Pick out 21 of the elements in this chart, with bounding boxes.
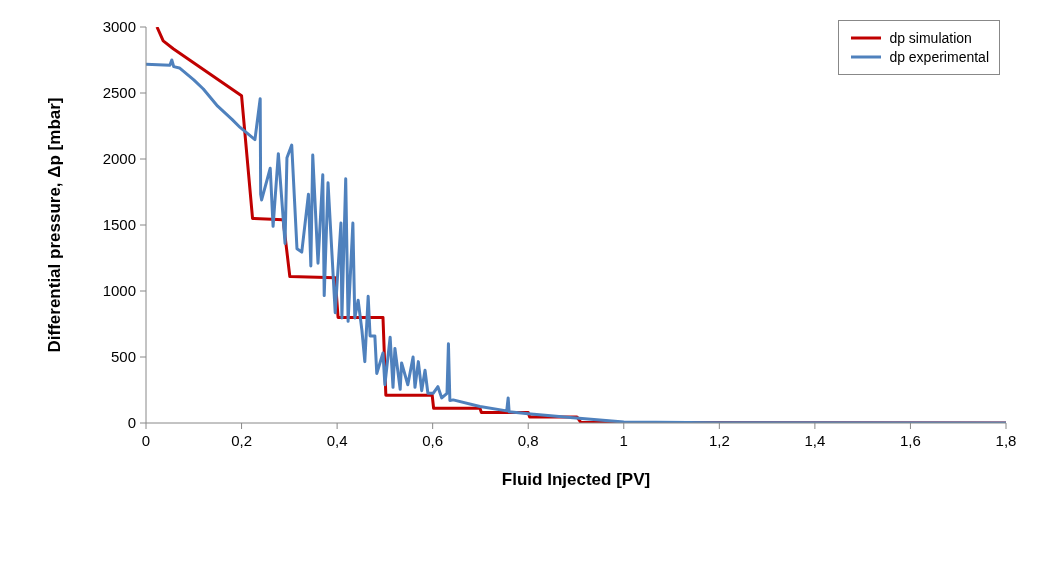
y-tick-label: 0 <box>127 414 136 432</box>
x-tick-label: 0,4 <box>326 431 348 449</box>
y-tick-label: 2000 <box>102 150 136 168</box>
x-tick-label: 0,2 <box>231 431 252 449</box>
x-tick-label: 0,8 <box>517 431 539 449</box>
y-tick-label: 1500 <box>102 216 136 234</box>
legend-label: dp simulation <box>889 30 972 46</box>
y-axis-title: Differential pressure, Δp [mbar] <box>45 97 65 353</box>
x-tick-label: 1,2 <box>708 431 730 449</box>
y-tick-label: 500 <box>110 348 136 366</box>
legend-label: dp experimental <box>889 49 989 65</box>
x-tick-label: 0,6 <box>422 431 444 449</box>
x-axis-title: Fluid Injected [PV] <box>501 470 651 489</box>
y-tick-label: 2500 <box>102 84 136 102</box>
x-tick-label: 1,4 <box>804 431 826 449</box>
y-tick-label: 3000 <box>102 18 136 36</box>
x-tick-label: 0 <box>141 431 151 449</box>
x-tick-label: 1,6 <box>900 431 921 449</box>
x-tick-label: 1 <box>619 431 628 449</box>
y-tick-label: 1000 <box>102 282 136 300</box>
x-tick-label: 1,8 <box>995 431 1017 449</box>
